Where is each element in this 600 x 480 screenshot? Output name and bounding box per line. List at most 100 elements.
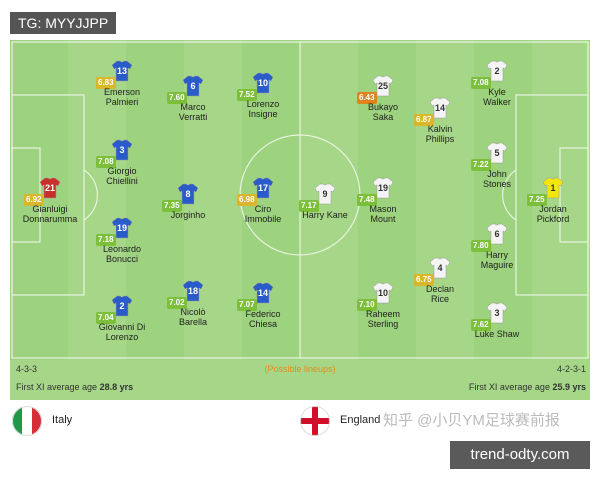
jersey-number: 4 [437, 263, 442, 273]
jersey-number: 8 [185, 189, 190, 199]
rating: 6.92 [24, 194, 44, 206]
zhihu-watermark: 知乎 @小贝YM足球赛前报 [383, 412, 560, 429]
watermark: TG: MYYJJPP [10, 12, 117, 34]
jersey-number: 17 [258, 183, 268, 193]
rating: 7.35 [162, 200, 182, 212]
jersey: 19 [372, 177, 394, 199]
jersey: 10 [252, 72, 274, 94]
rating: 7.08 [471, 77, 491, 89]
player-name: Declan Rice [425, 284, 454, 304]
player-name: Jordan Pickford [536, 204, 570, 224]
jersey-number: 19 [117, 223, 127, 233]
jersey-shape [486, 60, 508, 82]
jersey: 14 [252, 282, 274, 304]
rating: 7.10 [357, 299, 377, 311]
italy-flag [12, 406, 42, 436]
jersey-number: 2 [119, 301, 124, 311]
player-name: Harry Maguire [480, 250, 514, 270]
jersey-shape [542, 177, 564, 199]
rating: 7.60 [167, 92, 187, 104]
jersey: 4 [429, 257, 451, 279]
rating: 6.83 [96, 77, 116, 89]
jersey-number: 5 [494, 148, 499, 158]
site-watermark: trend-odty.com [450, 441, 590, 469]
player-name: John Stones [482, 169, 512, 189]
rating: 7.25 [527, 194, 547, 206]
player-name: Bukayo Saka [367, 102, 399, 122]
avg-age: First XI average age 25.9 yrs [469, 382, 586, 392]
pitch-note: (Possible lineups) [264, 364, 336, 374]
jersey: 8 [177, 183, 199, 205]
jersey: 1 [542, 177, 564, 199]
player-name: Kalvin Phillips [425, 124, 455, 144]
jersey-number: 25 [378, 81, 388, 91]
jersey-shape [111, 60, 133, 82]
jersey-number: 1 [550, 183, 555, 193]
jersey-number: 10 [378, 288, 388, 298]
formation: 4-2-3-1 [556, 364, 586, 374]
jersey-number: 6 [190, 81, 195, 91]
player-name: Nicolò Barella [178, 307, 207, 327]
jersey-shape [111, 295, 133, 317]
rating: 7.80 [471, 240, 491, 252]
jersey-shape [252, 282, 274, 304]
jersey-shape [429, 97, 451, 119]
jersey-shape [39, 177, 61, 199]
jersey-shape [252, 177, 274, 199]
formation: 4-3-3 [16, 364, 38, 374]
jersey-number: 18 [188, 286, 198, 296]
jersey: 3 [111, 139, 133, 161]
jersey-shape [182, 75, 204, 97]
jersey: 17 [252, 177, 274, 199]
player-name: Gianluigi Donnarumma [22, 204, 78, 224]
player-name: Jorginho [170, 210, 206, 220]
jersey: 13 [111, 60, 133, 82]
jersey-shape [486, 223, 508, 245]
jersey-shape [429, 257, 451, 279]
jersey-shape [111, 217, 133, 239]
rating: 7.18 [96, 234, 116, 246]
player-name: Ciro Immobile [244, 204, 282, 224]
jersey-shape [177, 183, 199, 205]
rating: 7.07 [237, 299, 257, 311]
rating: 7.48 [357, 194, 377, 206]
jersey: 14 [429, 97, 451, 119]
player-name: Luke Shaw [474, 329, 520, 339]
jersey: 19 [111, 217, 133, 239]
rating: 6.87 [414, 114, 434, 126]
jersey: 5 [486, 142, 508, 164]
player-name: Lorenzo Insigne [246, 99, 280, 119]
player-name: Emerson Palmieri [103, 87, 140, 107]
jersey-number: 3 [494, 308, 499, 318]
rating: 7.04 [96, 312, 116, 324]
jersey-shape [486, 302, 508, 324]
avg-age: First XI average age 28.8 yrs [16, 382, 133, 392]
avg-age-label: First XI average age [16, 382, 98, 392]
jersey-number: 13 [117, 66, 127, 76]
jersey-shape [252, 72, 274, 94]
jersey: 18 [182, 280, 204, 302]
rating: 6.98 [237, 194, 257, 206]
jersey-shape [111, 139, 133, 161]
rating: 7.22 [471, 159, 491, 171]
avg-age-value: 28.8 yrs [99, 382, 134, 392]
jersey-number: 10 [258, 78, 268, 88]
player-name: Mason Mount [369, 204, 397, 224]
jersey: 9 [314, 183, 336, 205]
jersey: 10 [372, 282, 394, 304]
jersey-number: 19 [378, 183, 388, 193]
jersey-number: 2 [494, 66, 499, 76]
rating: 7.17 [299, 200, 319, 212]
rating: 7.08 [96, 156, 116, 168]
team-name: Italy [52, 414, 73, 426]
player-name: Giovanni Di Lorenzo [98, 322, 146, 342]
jersey: 2 [111, 295, 133, 317]
jersey: 21 [39, 177, 61, 199]
team-name: England [340, 414, 381, 426]
jersey-shape [372, 282, 394, 304]
rating: 7.52 [237, 89, 257, 101]
jersey-number: 3 [119, 145, 124, 155]
rating: 6.43 [357, 92, 377, 104]
jersey: 2 [486, 60, 508, 82]
jersey-shape [486, 142, 508, 164]
